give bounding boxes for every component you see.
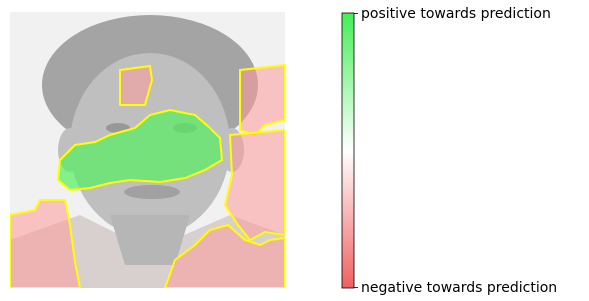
- page: positive towards prediction negative tow…: [0, 0, 589, 297]
- figure: positive towards prediction negative tow…: [0, 0, 589, 297]
- explanation-image: [10, 12, 285, 288]
- colorbar: [342, 13, 354, 288]
- colorbar-top-label: positive towards prediction: [361, 6, 551, 22]
- colorbar-bottom-label: negative towards prediction: [361, 280, 557, 296]
